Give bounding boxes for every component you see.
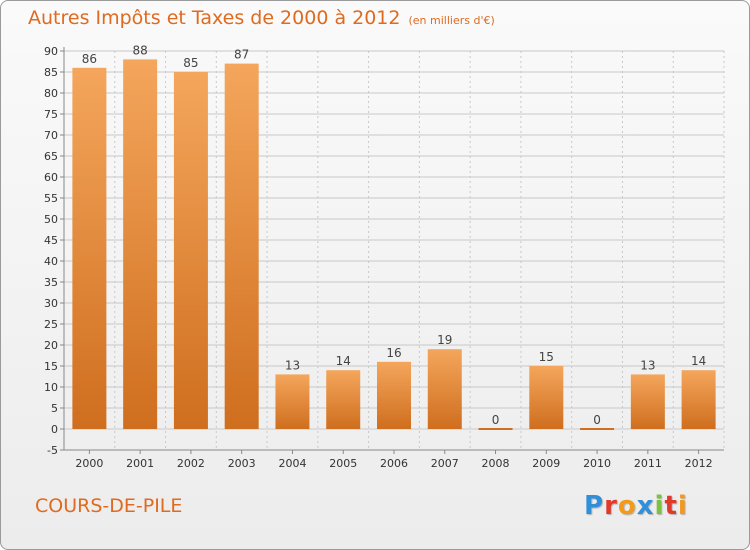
x-tick-label: 2000 [75,457,103,470]
x-tick-label: 2011 [634,457,662,470]
data-label: 0 [593,413,601,427]
data-label: 13 [640,358,655,372]
x-tick-label: 2012 [685,457,713,470]
bar [224,63,259,429]
y-tick-label: 50 [44,213,58,226]
y-tick-label: 90 [44,45,58,58]
y-tick-label: 45 [44,234,58,247]
chart-title: Autres Impôts et Taxes de 2000 à 2012 (en… [28,7,495,29]
bar [326,370,361,429]
y-tick-label: 35 [44,276,58,289]
y-tick-label: 40 [44,255,58,268]
data-label: 85 [183,56,198,70]
y-tick-label: 80 [44,87,58,100]
data-label: 88 [133,43,148,57]
data-label: 15 [539,350,554,364]
y-tick-label: 15 [44,360,58,373]
y-tick-label: -5 [47,444,58,457]
data-label: 87 [234,48,249,62]
x-tick-label: 2007 [431,457,459,470]
y-tick-label: 85 [44,66,58,79]
bars [72,59,716,430]
y-tick-label: 75 [44,108,58,121]
bar [123,59,158,430]
y-tick-label: 70 [44,129,58,142]
bar [529,366,564,429]
data-label: 14 [336,354,351,368]
data-label: 14 [691,354,706,368]
logo-letter: i [654,491,665,521]
chart-subtitle: (en milliers d'€) [408,14,495,27]
y-tick-label: 5 [51,402,58,415]
x-tick-label: 2004 [278,457,306,470]
data-label: 0 [492,413,500,427]
x-tick-label: 2005 [329,457,357,470]
x-tick-label: 2010 [583,457,611,470]
y-tick-label: 65 [44,150,58,163]
data-label: 16 [386,346,401,360]
title-text: Autres Impôts et Taxes de 2000 à 2012 [28,7,401,29]
x-tick-label: 2008 [482,457,510,470]
data-label: 19 [437,333,452,347]
x-tick-label: 2009 [532,457,560,470]
y-tick-label: 0 [51,423,58,436]
axes [60,47,724,454]
x-tick-label: 2002 [177,457,205,470]
bar [580,428,615,430]
bar [630,374,665,429]
y-tick-label: 20 [44,339,58,352]
bar [173,72,208,429]
x-tick-label: 2003 [228,457,256,470]
y-tick-label: 55 [44,192,58,205]
commune-name: COURS-DE-PILE [35,495,183,517]
labels: -5 0 5 10 15 20 25 30 35 40 45 50 55 60 65 70 75 80 85 90 86… [44,43,713,470]
y-tick-label: 30 [44,297,58,310]
logo-letter: o [617,491,637,521]
bar [681,370,716,429]
y-tick-label: 25 [44,318,58,331]
data-label: 86 [82,52,97,66]
logo-letter: t [664,491,678,521]
data-label: 13 [285,358,300,372]
logo-letter: i [677,491,688,521]
logo-letter: r [604,491,618,521]
bar [72,67,107,430]
bar [275,374,310,429]
proxiti-logo: Proxiti [584,491,688,521]
x-tick-label: 2006 [380,457,408,470]
y-tick-label: 60 [44,171,58,184]
bar [377,361,411,429]
bar [427,349,462,429]
x-tick-label: 2001 [126,457,154,470]
logo-letter: P [584,491,605,521]
logo-letter: x [636,491,655,521]
y-tick-label: 10 [44,381,58,394]
bar [478,428,513,430]
